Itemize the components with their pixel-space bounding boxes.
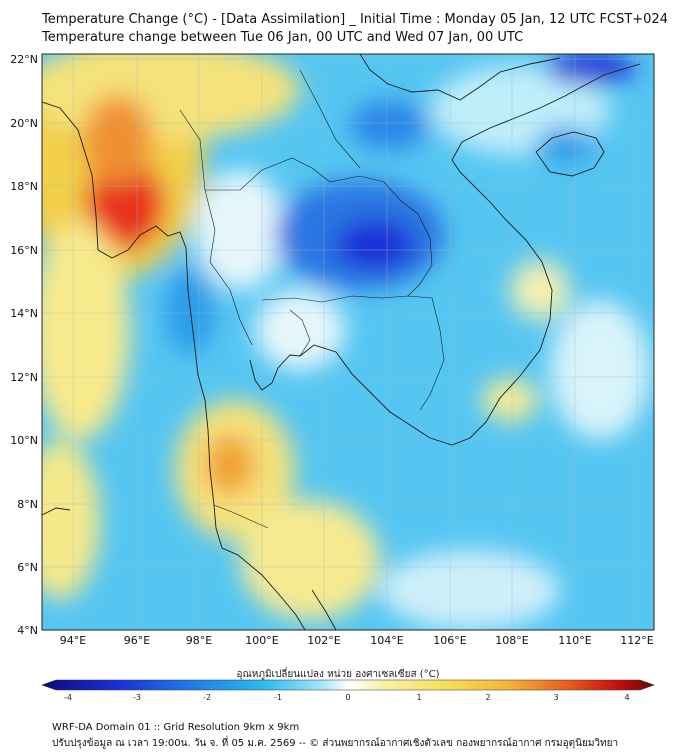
footer-domain-info: WRF-DA Domain 01 :: Grid Resolution 9km … (52, 722, 300, 733)
lon-ticks: 94°E 96°E 98°E 100°E 102°E 104°E 106°E 1… (60, 634, 654, 647)
lat-label: 22°N (10, 53, 38, 66)
lon-label: 94°E (60, 634, 86, 647)
coastlines (42, 54, 641, 630)
colorbar-tick: 2 (485, 693, 490, 702)
lon-label: 104°E (370, 634, 403, 647)
colorbar-tick: 0 (345, 693, 350, 702)
lat-label: 14°N (10, 307, 38, 320)
colorbar: -4 -3 -2 -1 0 1 2 3 4 (41, 679, 655, 702)
colorbar-tick: -2 (203, 693, 211, 702)
lon-label: 102°E (307, 634, 340, 647)
colorbar-tick: 1 (416, 693, 421, 702)
colorbar-tick: -4 (64, 693, 72, 702)
lat-label: 18°N (10, 180, 38, 193)
lat-label: 10°N (10, 434, 38, 447)
lon-label: 100°E (245, 634, 278, 647)
lon-label: 108°E (495, 634, 528, 647)
map-title-line1: Temperature Change (°C) - [Data Assimila… (42, 12, 668, 27)
lat-ticks: 22°N 20°N 18°N 16°N 14°N 12°N 10°N 8°N 6… (10, 53, 38, 637)
graticule (42, 54, 654, 630)
footer-credit: ปรับปรุงข้อมูล ณ เวลา 19:00น. วัน จ. ที่… (52, 738, 619, 749)
lat-label: 12°N (10, 371, 38, 384)
colorbar-tick: 3 (553, 693, 558, 702)
colorbar-tick: -3 (133, 693, 141, 702)
lat-label: 20°N (10, 117, 38, 130)
temperature-field (42, 54, 654, 630)
temperature-change-map: 22°N 20°N 18°N 16°N 14°N 12°N 10°N 8°N 6… (10, 53, 655, 702)
lat-label: 16°N (10, 244, 38, 257)
lat-label: 6°N (17, 561, 38, 574)
colorbar-tick: 4 (624, 693, 629, 702)
borders (179, 69, 445, 529)
colorbar-bar (41, 679, 655, 691)
map-title-line2: Temperature change between Tue 06 Jan, 0… (42, 30, 524, 45)
colorbar-tick: -1 (274, 693, 282, 702)
lon-label: 106°E (433, 634, 466, 647)
lon-label: 110°E (558, 634, 591, 647)
lon-label: 112°E (620, 634, 653, 647)
colorbar-label: อุณหภูมิเปลี่ยนแปลง หน่วย องศาเซลเซียส (… (236, 669, 440, 680)
lon-label: 98°E (186, 634, 212, 647)
lon-label: 96°E (124, 634, 150, 647)
lat-label: 8°N (17, 498, 38, 511)
lat-label: 4°N (17, 624, 38, 637)
map-frame (41, 53, 655, 631)
